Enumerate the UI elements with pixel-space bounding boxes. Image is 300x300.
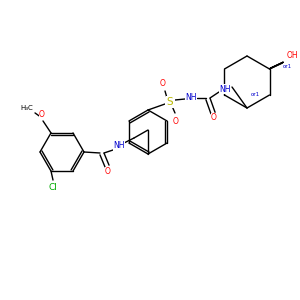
Text: NH: NH [185,92,197,101]
Text: O: O [39,110,45,119]
Text: NH: NH [219,85,231,94]
Text: or1: or1 [283,64,292,70]
Text: NH: NH [113,142,125,151]
Text: O: O [105,167,111,176]
FancyBboxPatch shape [165,97,175,107]
Text: O: O [173,116,179,125]
Text: OH: OH [287,52,298,61]
Text: Cl: Cl [49,183,57,192]
Text: H₃C: H₃C [21,105,33,111]
Text: or1: or1 [250,92,260,97]
Text: O: O [160,79,166,88]
Text: O: O [211,113,217,122]
Text: S: S [167,97,173,107]
Polygon shape [269,62,284,69]
